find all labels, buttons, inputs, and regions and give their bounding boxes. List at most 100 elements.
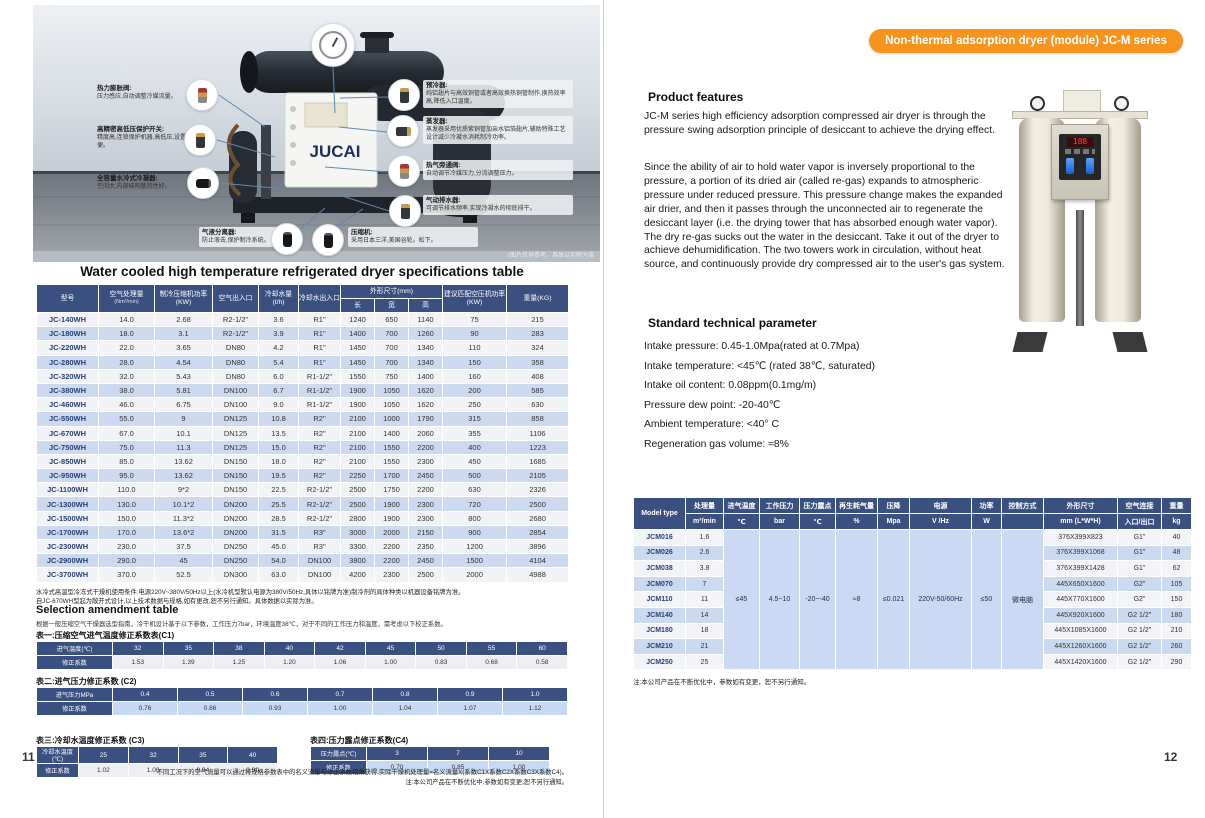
- spec-cell: R1": [298, 340, 341, 356]
- spec-cell: DN150: [212, 482, 259, 498]
- jcm-table-row: JCM250 25 445X1420X1600 G2 1/2" 290: [633, 653, 1192, 671]
- spec-cell: 18.0: [258, 453, 299, 470]
- spec-cell: 11.3: [154, 439, 213, 455]
- spec-cell: R1": [298, 354, 341, 370]
- jcm-cell: ≈8: [835, 528, 878, 671]
- param-intake-pressure: Intake pressure: 0.45-1.0Mpa(rated at 0.…: [644, 341, 860, 352]
- jcm-header: 工作压力: [759, 497, 800, 514]
- model-cell: JCM210: [633, 638, 686, 655]
- jcm-table-header: Model type 处理量 进气温度 工作压力 压力露点 再生耗气量 压降 电源 功率 控制方式…: [633, 497, 1192, 530]
- model-cell: JCM070: [633, 575, 686, 593]
- coef-value: 45: [364, 641, 417, 656]
- col-model: 型号: [36, 284, 99, 313]
- col-water-flow: 冷却水量(t/h): [258, 284, 299, 313]
- jcm-cell: 11: [685, 591, 724, 608]
- spec-cell: R3": [298, 524, 341, 541]
- spec-cell: R2-1/2": [212, 326, 259, 342]
- coef-coefficient: 1.00: [364, 655, 417, 670]
- gauge-icon: [1114, 96, 1129, 111]
- spec-cell: 1900: [374, 510, 409, 526]
- jcm-header-unit: mm (L*W*H): [1043, 513, 1118, 530]
- coef-coefficient: 1.04: [372, 701, 438, 716]
- coef-value: 32: [127, 746, 179, 764]
- jcm-cell: 376X399X1428: [1043, 560, 1118, 577]
- jcm-cell: 376X399X1068: [1043, 544, 1118, 562]
- spec-cell: 720: [442, 496, 508, 512]
- spec-cell: 700: [374, 326, 409, 342]
- callout-pressure-switch: 高精密高低压保护开关: 精度高,连锁保护机器,高低压,设置方便。: [97, 126, 193, 149]
- spec-table-row: JC-2300WH 230.0 37.5 DN250 45.0 R3" 3300 2200 23…: [36, 538, 570, 555]
- spec-table-row: JC-3700WH 370.0 52.5 DN300 63.0 DN100 4200 2300…: [36, 567, 570, 583]
- spec-cell: 3300: [340, 538, 375, 555]
- model-cell: JCM110: [633, 591, 686, 608]
- jcm-cell: G2": [1117, 591, 1162, 608]
- jcm-table-row: JCM180 18 445X1085X1600 G2 1/2" 210: [633, 622, 1192, 640]
- jcm-cell: 445X920X1600: [1043, 606, 1118, 624]
- model-cell: JC-380WH: [36, 382, 99, 399]
- jcm-cell: 445X1420X1600: [1043, 653, 1118, 671]
- spec-cell: 25.5: [258, 496, 299, 512]
- coef-row-label: 修正系数: [36, 655, 113, 670]
- coef-value: 0.8: [372, 687, 438, 702]
- jcm-cell: 25: [685, 653, 724, 671]
- spec-cell: 54.0: [258, 553, 299, 569]
- spec-cell: 1500: [442, 553, 508, 569]
- spec-cell: DN250: [212, 553, 259, 569]
- spec-cell: 2800: [340, 510, 375, 526]
- spec-cell: 4104: [506, 553, 570, 569]
- spec-cell: 45.0: [258, 538, 299, 555]
- coef-row-label: 压力露点(℃): [310, 746, 367, 761]
- spec-cell: 1620: [407, 397, 444, 413]
- spec-cell: 10.1*2: [154, 496, 213, 512]
- spec-cell: 22.0: [98, 340, 155, 356]
- model-cell: JC-1300WH: [36, 496, 99, 512]
- spec-cell: 110: [442, 340, 508, 356]
- callout-drain: 气动排水器: 可调节排水频率,实现冷凝水的彻底排干。: [423, 195, 573, 215]
- coef-row-label: 冷却水温度(℃): [36, 746, 79, 764]
- spec-cell: R1": [298, 311, 341, 328]
- spec-cell: R1-1/2": [298, 397, 341, 413]
- model-cell: JC-140WH: [36, 311, 99, 328]
- model-cell: JC-950WH: [36, 468, 99, 484]
- coef-coefficient: 0.94: [177, 763, 229, 778]
- spec-table-row: JC-1300WH 130.0 10.1*2 DN200 25.5 R2-1/2" 2500…: [36, 496, 570, 512]
- spec-cell: 1685: [506, 453, 570, 470]
- model-cell: JC-320WH: [36, 368, 99, 384]
- jcm-header: 压力露点: [799, 497, 836, 514]
- model-cell: JC-2300WH: [36, 538, 99, 555]
- spec-cell: 6.0: [258, 368, 299, 384]
- coef-coefficient: 0.83: [415, 655, 467, 670]
- spec-cell: 31.5: [258, 524, 299, 541]
- spec-cell: 2300: [407, 453, 444, 470]
- spec-cell: 2854: [506, 524, 570, 541]
- spec-cell: 1340: [407, 354, 444, 370]
- jcm-header-unit: kg: [1161, 513, 1192, 530]
- spec-cell: R2": [298, 439, 341, 455]
- spec-cell: 2100: [340, 453, 375, 470]
- coef-value: 38: [213, 641, 265, 656]
- coef-coefficient: 1.12: [502, 701, 568, 716]
- jcm-cell: ≤50: [971, 528, 1002, 671]
- c2-table: 进气压力MPa 0.4 0.5 0.6 0.7 0.8 0.9 1.0 修正系数 0.76 0.86…: [36, 687, 568, 716]
- photo-disclaimer: (图片仅供参考，具体以实物为准: [508, 253, 594, 259]
- spec-cell: 315: [442, 411, 508, 427]
- jcm-header: 空气连接: [1117, 497, 1162, 514]
- model-cell: JC-3700WH: [36, 567, 99, 583]
- series-banner: Non-thermal adsorption dryer (module) JC…: [869, 29, 1183, 53]
- jcm-cell: 290: [1161, 653, 1192, 671]
- spec-cell: 1550: [374, 439, 409, 455]
- spec-cell: 2100: [340, 425, 375, 441]
- spec-cell: 2500: [340, 482, 375, 498]
- spec-cell: 283: [506, 326, 570, 342]
- spec-cell: 400: [442, 439, 508, 455]
- coef-value: 0.4: [112, 687, 178, 702]
- spec-cell: 1106: [506, 425, 570, 441]
- spec-cell: 585: [506, 382, 570, 399]
- spec-cell: 1140: [407, 311, 444, 328]
- bottom-notes: 不同工况下的空气流量可以通过将规格参数表中的名义流量与修正系数相乘获得,实际干燥…: [156, 769, 568, 786]
- spec-cell: 45: [154, 553, 213, 569]
- spec-cell: 75.0: [98, 439, 155, 455]
- spec-cell: 450: [442, 453, 508, 470]
- spec-cell: 2450: [407, 553, 444, 569]
- model-cell: JCM250: [633, 653, 686, 671]
